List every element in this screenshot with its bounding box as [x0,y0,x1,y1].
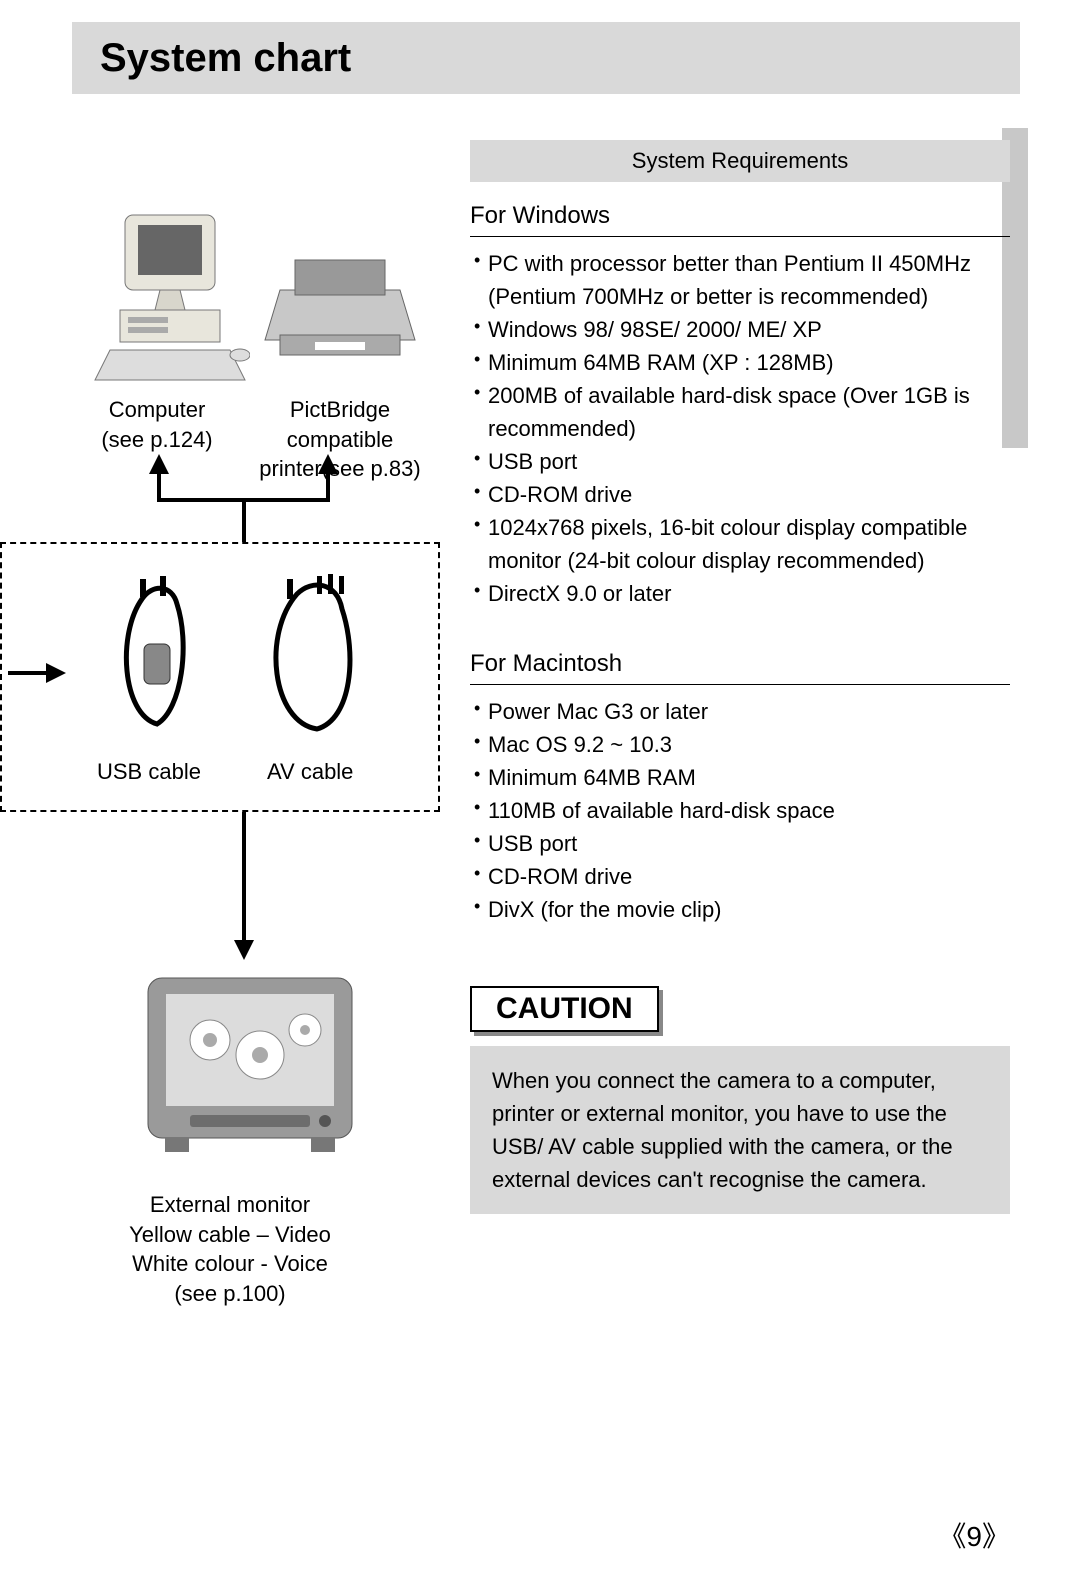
list-item: USB port [474,445,1010,478]
list-item: USB port [474,827,1010,860]
list-item: 200MB of available hard-disk space (Over… [474,379,1010,445]
page-title: System chart [100,36,351,81]
list-item: 110MB of available hard-disk space [474,794,1010,827]
list-item: Power Mac G3 or later [474,695,1010,728]
usb-cable-icon [112,574,202,749]
caution-body: When you connect the camera to a compute… [470,1046,1010,1214]
tv-label: External monitor Yellow cable – Video Wh… [100,1190,360,1309]
arrow-icon [46,663,66,683]
arrow-icon [234,940,254,960]
right-column: System Requirements For Windows PC with … [470,140,1010,1214]
printer-icon [260,250,420,385]
list-item: CD-ROM drive [474,860,1010,893]
list-item: DirectX 9.0 or later [474,577,1010,610]
page-number: 《9》 [938,1515,1010,1555]
usb-cable-label: USB cable [97,759,201,785]
list-item: Minimum 64MB RAM (XP : 128MB) [474,346,1010,379]
tv-icon [140,970,360,1175]
list-item: Mac OS 9.2 ~ 10.3 [474,728,1010,761]
windows-list: PC with processor better than Pentium II… [470,247,1010,610]
caution-title: CAUTION [470,986,659,1032]
list-item: DivX (for the movie clip) [474,893,1010,926]
caution-block: CAUTION When you connect the camera to a… [470,986,1010,1214]
mac-list: Power Mac G3 or later Mac OS 9.2 ~ 10.3 … [470,695,1010,926]
printer-label: PictBridge compatible printer(see p.83) [250,395,430,484]
av-cable-label: AV cable [267,759,353,785]
arrow-icon [149,454,169,474]
list-item: Minimum 64MB RAM [474,761,1010,794]
list-item: CD-ROM drive [474,478,1010,511]
cable-box: USB cable AV cable [0,542,440,812]
requirements-header: System Requirements [470,140,1010,182]
computer-label: Computer (see p.124) [82,395,232,454]
list-item: Windows 98/ 98SE/ 2000/ ME/ XP [474,313,1010,346]
list-item: 1024x768 pixels, 16-bit colour display c… [474,511,1010,577]
windows-heading: For Windows [470,202,1010,237]
page-header: System chart [72,22,1020,94]
av-cable-icon [262,574,372,749]
arrow-icon [318,454,338,474]
mac-heading: For Macintosh [470,650,1010,685]
list-item: PC with processor better than Pentium II… [474,247,1010,313]
computer-icon [90,210,250,395]
system-diagram: Computer (see p.124) PictBridge compatib… [0,180,460,1380]
